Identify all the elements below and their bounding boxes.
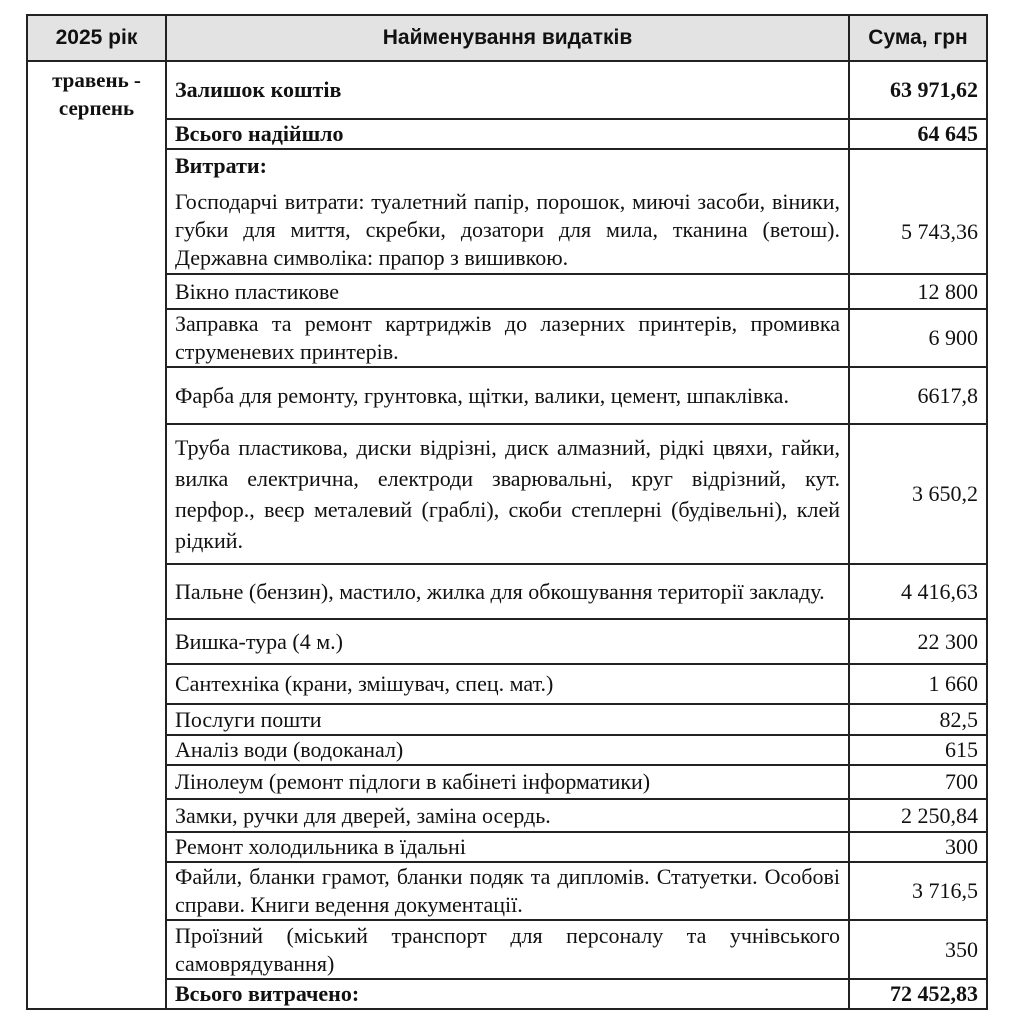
- item-amount: 3 650,2: [848, 423, 988, 565]
- item-desc: Проїзний (міський транспорт для персонал…: [165, 919, 850, 980]
- item-desc: Вікно пластикове: [165, 273, 850, 310]
- item-desc: Ремонт холодильника в їдальні: [165, 831, 850, 863]
- item-amount: 2 250,84: [848, 798, 988, 833]
- expenses-cell: Витрати: Господарчі витрати: туалетний п…: [165, 148, 850, 275]
- item-amount: 22 300: [848, 618, 988, 665]
- item-desc: Вишка-тура (4 м.): [165, 618, 850, 665]
- item-amount: 82,5: [848, 703, 988, 736]
- received-row: Всього надійшло 64 645: [27, 118, 988, 150]
- item-amount: 6 900: [848, 308, 988, 368]
- table-row: Сантехніка (крани, змішувач, спец. мат.)…: [27, 663, 988, 705]
- item-desc: Фарба для ремонту, грунтовка, щітки, вал…: [165, 366, 850, 425]
- table-row: Файли, бланки грамот, бланки подяк та ди…: [27, 861, 988, 921]
- item-desc: Пальне (бензин), мастило, жилка для обко…: [165, 563, 850, 620]
- table-row: Пальне (бензин), мастило, жилка для обко…: [27, 563, 988, 620]
- table-row: Вікно пластикове 12 800: [27, 273, 988, 310]
- item-desc: Господарчі витрати: туалетний папір, пор…: [175, 188, 840, 270]
- item-desc: Сантехніка (крани, змішувач, спец. мат.): [165, 663, 850, 705]
- received-amount: 64 645: [848, 118, 988, 150]
- expenses-table: 2025 рік Найменування видатків Сума, грн…: [26, 14, 988, 1010]
- item-amount: 6617,8: [848, 366, 988, 425]
- table-row: Фарба для ремонту, грунтовка, щітки, вал…: [27, 366, 988, 425]
- received-label: Всього надійшло: [165, 118, 850, 150]
- total-spent-row: Всього витрачено: 72 452,83: [27, 978, 988, 1010]
- table-row: Проїзний (міський транспорт для персонал…: [27, 919, 988, 980]
- table-row: Заправка та ремонт картриджів до лазерни…: [27, 308, 988, 368]
- item-desc: Лінолеум (ремонт підлоги в кабінеті інфо…: [165, 764, 850, 800]
- table-row: Ремонт холодильника в їдальні 300: [27, 831, 988, 863]
- item-desc: Послуги пошти: [165, 703, 850, 736]
- item-amount: 12 800: [848, 273, 988, 310]
- item-desc: Замки, ручки для дверей, заміна осердь.: [165, 798, 850, 833]
- item-amount: 4 416,63: [848, 563, 988, 620]
- item-desc: Заправка та ремонт картриджів до лазерни…: [165, 308, 850, 368]
- expenses-label: Витрати:: [175, 152, 267, 178]
- table-row: Труба пластикова, диски відрізні, диск а…: [27, 423, 988, 565]
- total-spent-amount: 72 452,83: [848, 978, 988, 1010]
- header-sum: Сума, грн: [848, 14, 988, 62]
- table-row: Замки, ручки для дверей, заміна осердь. 2…: [27, 798, 988, 833]
- item-amount: 350: [848, 919, 988, 980]
- balance-row: травень - серпень Залишок коштів 63 971,…: [26, 60, 988, 1010]
- table-row: Лінолеум (ремонт підлоги в кабінеті інфо…: [27, 764, 988, 800]
- item-amount: 3 716,5: [848, 861, 988, 921]
- header-year: 2025 рік: [26, 14, 167, 62]
- balance-amount: 63 971,62: [848, 60, 988, 120]
- table-row: Вишка-тура (4 м.) 22 300: [27, 618, 988, 665]
- period-cell: травень - серпень: [26, 60, 167, 1010]
- table-row: Аналіз води (водоканал) 615: [27, 734, 988, 766]
- item-desc: Аналіз води (водоканал): [165, 734, 850, 766]
- total-spent-label: Всього витрачено:: [165, 978, 850, 1010]
- item-desc: Труба пластикова, диски відрізні, диск а…: [165, 423, 850, 565]
- item-amount: 700: [848, 764, 988, 800]
- table-row: Послуги пошти 82,5: [27, 703, 988, 736]
- table-row: Витрати: Господарчі витрати: туалетний п…: [27, 148, 988, 275]
- item-amount: 1 660: [848, 663, 988, 705]
- balance-label: Залишок коштів: [165, 60, 850, 120]
- item-amount: 5 743,36: [848, 148, 988, 275]
- item-amount: 300: [848, 831, 988, 863]
- item-desc: Файли, бланки грамот, бланки подяк та ди…: [165, 861, 850, 921]
- header-row: 2025 рік Найменування видатків Сума, грн: [26, 14, 988, 62]
- header-name: Найменування видатків: [165, 14, 850, 62]
- item-amount: 615: [848, 734, 988, 766]
